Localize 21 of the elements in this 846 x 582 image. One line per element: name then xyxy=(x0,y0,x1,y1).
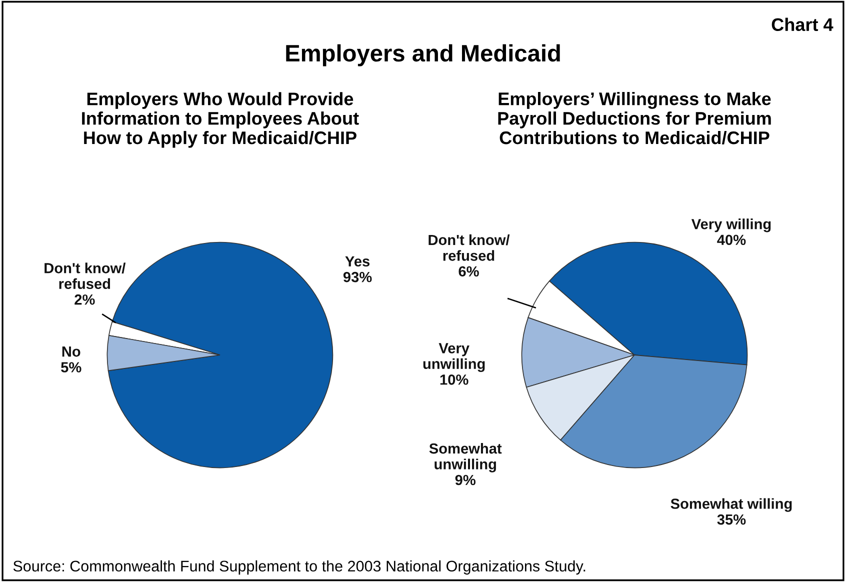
chart-title: Employers’ Willingness to Make Payroll Deductions for Premium Contributions to Medicaid/CHIP xyxy=(498,92,771,144)
slice-label: Yes xyxy=(345,256,370,267)
chart-title: Employers Who Would Provide Information to Employees About How to Apply for Medicaid/CHIP xyxy=(82,92,359,148)
slice-label: Don't know/ refused xyxy=(44,262,126,290)
slice-label: Very willing xyxy=(691,218,771,232)
slice-label: Very unwilling xyxy=(423,343,485,372)
data-label: 10% xyxy=(440,374,468,385)
data-label: 35% xyxy=(717,514,746,525)
caption: Chart 4 xyxy=(772,18,834,32)
source-note: Source: Commonwealth Fund Supplement to the 2003 National Organizations Study. xyxy=(13,560,586,575)
text: Employers and Medicaid xyxy=(286,44,560,66)
slice-label: Somewhat unwilling xyxy=(429,442,502,472)
slice-label: Don't know/ refused xyxy=(428,234,510,261)
data-label: 5% xyxy=(61,362,82,372)
slice-label: Somewhat willing xyxy=(670,498,792,512)
data-label: 2% xyxy=(74,294,95,305)
data-label: 6% xyxy=(458,266,479,277)
data-label: 9% xyxy=(455,474,476,486)
slice-label: No xyxy=(62,346,80,357)
data-label: 40% xyxy=(717,234,746,246)
data-label: 93% xyxy=(343,272,372,282)
